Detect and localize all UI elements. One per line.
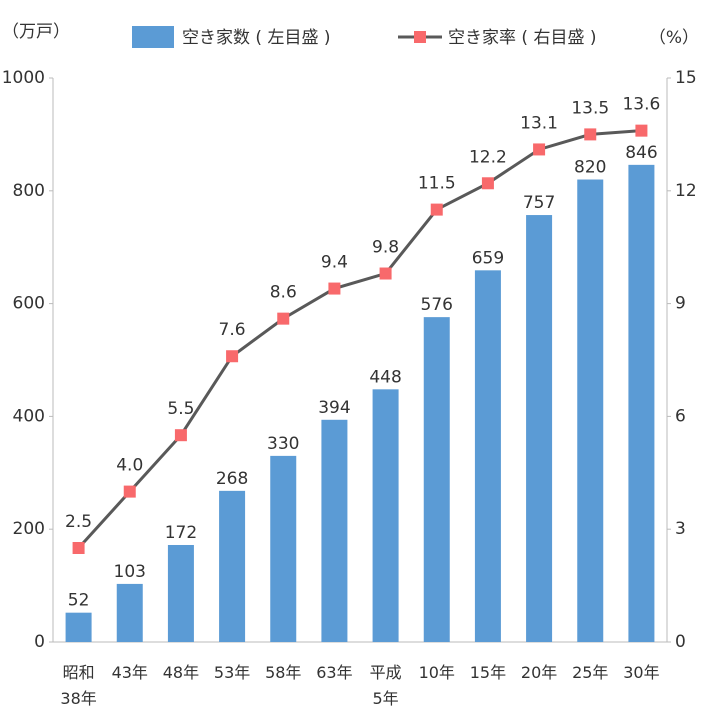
y2-tick-label: 3 (675, 519, 686, 539)
bar (65, 612, 92, 642)
line-marker (481, 177, 494, 190)
y2-tick-label: 12 (675, 181, 697, 201)
bar (270, 455, 297, 642)
bar-value-label: 846 (625, 143, 657, 163)
legend-swatch-marker (414, 31, 426, 43)
x-tick-label: 48年 (162, 663, 200, 682)
bar-value-label: 172 (165, 523, 197, 543)
y-tick-label: 200 (13, 519, 45, 539)
line-value-label: 13.6 (622, 95, 660, 115)
x-tick-label: 25年 (572, 663, 609, 682)
line-marker (277, 312, 290, 325)
y-tick-label: 0 (34, 632, 45, 652)
bar-value-label: 330 (267, 434, 299, 454)
line-marker (328, 282, 341, 295)
line-marker (174, 429, 187, 442)
bar (219, 490, 246, 642)
line-value-label: 13.1 (520, 113, 558, 133)
y-tick-label: 400 (13, 406, 45, 426)
x-tick-label: 43年 (111, 663, 148, 682)
bar (577, 179, 604, 642)
bar-value-label: 448 (369, 367, 401, 387)
line-value-label: 12.2 (469, 147, 507, 167)
line-value-label: 7.6 (219, 320, 246, 340)
bar-value-label: 103 (114, 562, 146, 582)
bar-value-label: 394 (318, 398, 350, 418)
line-marker (584, 128, 597, 141)
x-tick-label: 30年 (623, 663, 660, 682)
line-marker (72, 542, 85, 554)
line-marker (226, 350, 239, 363)
legend-swatch-bar (132, 26, 174, 48)
line (77, 129, 642, 550)
bar (474, 270, 501, 642)
x-tick-label: 53年 (213, 663, 251, 682)
x-tick-label: 昭和 38年 (60, 663, 97, 708)
bar-value-label: 659 (472, 248, 504, 268)
bar (526, 215, 553, 642)
x-tick-label: 平成 5年 (369, 663, 402, 708)
line-marker (379, 267, 392, 280)
bar (423, 317, 450, 642)
y2-tick-label: 15 (675, 68, 697, 88)
line-value-label: 8.6 (270, 283, 297, 303)
y-tick-label: 1000 (2, 68, 45, 88)
x-tick-label: 10年 (418, 663, 455, 682)
bar-value-label: 52 (68, 591, 90, 611)
line-value-label: 9.4 (321, 253, 348, 273)
y2-tick-label: 6 (675, 406, 686, 426)
line-value-label: 4.0 (116, 456, 143, 476)
bar-value-label: 757 (523, 193, 555, 213)
line-value-label: 13.5 (571, 98, 609, 118)
line-marker (635, 124, 648, 137)
y-tick-label: 800 (13, 181, 45, 201)
line-value-label: 5.5 (167, 399, 194, 419)
bar (628, 164, 655, 642)
line-marker (430, 203, 443, 216)
bar (167, 544, 194, 642)
line-marker (533, 143, 546, 156)
x-tick-label: 20年 (520, 663, 558, 682)
bar (321, 419, 348, 642)
y2-unit-label: （%） (649, 28, 699, 48)
x-tick-label: 63年 (316, 663, 353, 682)
x-tick-label: 15年 (469, 663, 507, 682)
line-value-label: 9.8 (372, 238, 399, 258)
bar (372, 389, 399, 642)
bar (116, 583, 143, 642)
bar-value-label: 820 (574, 158, 606, 178)
line-value-label: 11.5 (418, 174, 456, 194)
line-marker (123, 485, 136, 498)
bar-value-label: 268 (216, 469, 248, 489)
x-tick-label: 58年 (265, 663, 302, 682)
line-value-label: 2.5 (65, 512, 92, 532)
y2-tick-label: 9 (675, 294, 686, 314)
y-tick-label: 600 (13, 294, 45, 314)
bar-value-label: 576 (421, 295, 453, 315)
y2-tick-label: 0 (675, 632, 686, 652)
legend-label: 空き家数 ( 左目盛 ) (182, 28, 330, 48)
y-unit-label: （万戸） (2, 22, 70, 42)
legend-label: 空き家率 ( 右目盛 ) (448, 28, 596, 48)
